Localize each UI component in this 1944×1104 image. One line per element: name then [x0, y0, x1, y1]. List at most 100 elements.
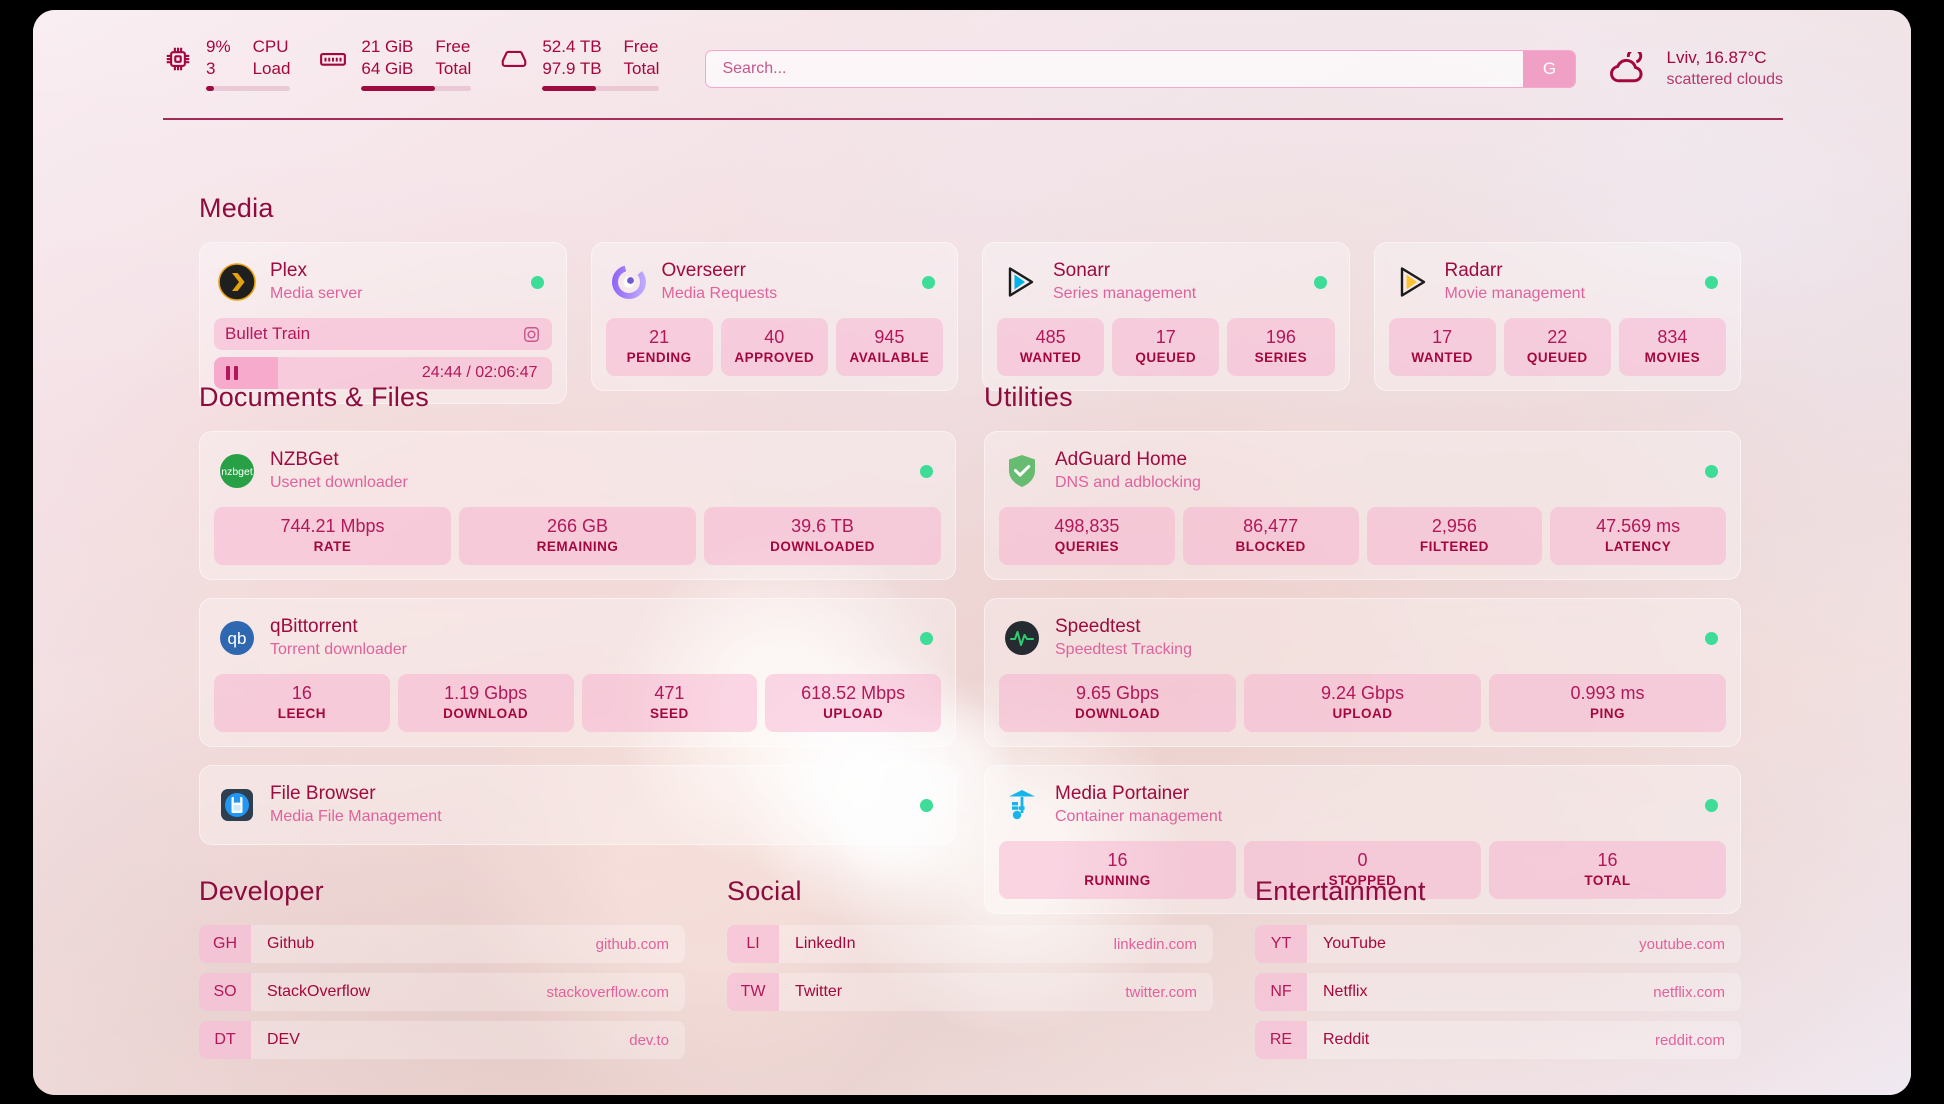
disk-label-top: Free	[623, 37, 659, 56]
search-engine-button[interactable]: G	[1523, 50, 1576, 87]
app-name: Radarr	[1444, 260, 1503, 281]
app-subtitle: Container management	[1055, 808, 1223, 825]
app-card-radarr[interactable]: Radarr Movie management 17 WANTED 22 QUE…	[1373, 242, 1741, 391]
app-subtitle: Series management	[1053, 285, 1197, 302]
stat-item: 2,956 FILTERED	[1366, 507, 1543, 565]
sonarr-icon	[1001, 263, 1039, 301]
app-card-sonarr[interactable]: Sonarr Series management 485 WANTED 17 Q…	[982, 242, 1350, 391]
app-card-adguard-home[interactable]: AdGuard Home DNS and adblocking 498,835 …	[984, 431, 1741, 580]
link-item-stackoverflow[interactable]: SO StackOverflow stackoverflow.com	[199, 973, 685, 1011]
now-playing-progress[interactable]: 24:44 / 02:06:47	[214, 357, 552, 389]
ram-icon	[318, 44, 348, 74]
stat-label: SERIES	[1254, 350, 1308, 365]
link-url: youtube.com	[1639, 935, 1725, 953]
stat-item: 16 TOTAL	[1489, 841, 1726, 899]
app-card-speedtest[interactable]: Speedtest Speedtest Tracking 9.65 Gbps D…	[984, 598, 1741, 747]
stat-item: 744.21 Mbps RATE	[214, 507, 451, 565]
dashboard-window: 9% CPU 3 Load	[33, 10, 1911, 1095]
link-item-dev[interactable]: DT DEV dev.to	[199, 1021, 685, 1059]
mid-sections: Documents & Files nzbget NZBGet Usenet d	[199, 382, 1741, 932]
app-name: Plex	[270, 260, 307, 281]
stat-item: 0.993 ms PING	[1489, 674, 1726, 732]
now-playing-separator: /	[466, 364, 471, 381]
app-name: File Browser	[270, 783, 376, 804]
status-indicator-online	[922, 275, 935, 289]
link-item-youtube[interactable]: YT YouTube youtube.com	[1255, 925, 1741, 963]
stat-item: 0 STOPPED	[1244, 841, 1481, 899]
app-name: Speedtest	[1055, 616, 1141, 637]
app-name: Sonarr	[1053, 260, 1111, 281]
stat-label: SEED	[649, 706, 689, 721]
app-card-plex[interactable]: Plex Media server Bullet Train	[199, 242, 567, 404]
link-item-linkedin[interactable]: LI LinkedIn linkedin.com	[727, 925, 1213, 963]
stat-value: 1.19 Gbps	[444, 683, 528, 703]
ram-value-top: 21 GiB	[361, 37, 414, 56]
link-item-twitter[interactable]: TW Twitter twitter.com	[727, 973, 1213, 1011]
svg-text:qb: qb	[228, 629, 247, 648]
stat-label: PENDING	[626, 350, 692, 365]
stat-value: 266 GB	[546, 516, 609, 536]
stat-label: REMAINING	[536, 539, 619, 554]
stat-value: 945	[874, 327, 905, 347]
media-card-row: Plex Media server Bullet Train	[199, 242, 1741, 404]
app-name: NZBGet	[270, 449, 339, 470]
stat-value: 16	[291, 683, 312, 703]
app-card-overseerr[interactable]: Overseerr Media Requests 21 PENDING 40 A…	[590, 242, 958, 391]
section-title-media: Media	[199, 193, 274, 223]
app-card-qbittorrent[interactable]: qb qBittorrent Torrent downloader 16 LEE…	[199, 598, 956, 747]
ram-label-bottom: Total	[435, 59, 472, 78]
stat-row: 16 LEECH 1.19 Gbps DOWNLOAD 471 SEED 6	[214, 674, 941, 732]
ram-label-top: Free	[435, 37, 471, 56]
link-name: Netflix	[1323, 983, 1368, 1000]
now-playing-title-row[interactable]: Bullet Train	[214, 318, 552, 350]
stat-row: 9.65 Gbps DOWNLOAD 9.24 Gbps UPLOAD 0.99…	[999, 674, 1726, 732]
link-url: stackoverflow.com	[546, 983, 669, 1001]
stat-value: 16	[1107, 850, 1128, 870]
stat-item: 471 SEED	[581, 674, 758, 732]
search-input[interactable]	[706, 50, 1524, 87]
link-item-reddit[interactable]: RE Reddit reddit.com	[1255, 1021, 1741, 1059]
weather-widget: Lviv, 16.87°C scattered clouds	[1606, 47, 1783, 91]
stat-item: 834 MOVIES	[1618, 318, 1727, 376]
link-abbr: LI	[727, 925, 779, 963]
stat-item: 9.24 Gbps UPLOAD	[1244, 674, 1481, 732]
stat-label: RATE	[313, 539, 352, 554]
link-name: Twitter	[795, 983, 843, 1000]
search-bar[interactable]: G	[705, 49, 1577, 88]
stat-value: 39.6 TB	[791, 516, 854, 536]
link-name: DEV	[267, 1031, 300, 1048]
pause-icon[interactable]	[226, 366, 238, 380]
section-title-developer: Developer	[199, 876, 324, 906]
stat-value: 485	[1035, 327, 1066, 347]
stat-value: 21	[649, 327, 670, 347]
stat-item: 618.52 Mbps UPLOAD	[765, 674, 941, 732]
stat-row: 17 WANTED 22 QUEUED 834 MOVIES	[1388, 318, 1727, 376]
stat-label: WANTED	[1411, 350, 1473, 365]
now-playing-progress-fill	[214, 357, 279, 389]
stat-label: TOTAL	[1584, 873, 1631, 888]
section-title-documents: Documents & Files	[199, 382, 429, 412]
cast-icon[interactable]	[522, 325, 541, 344]
cpu-value-top: 9%	[206, 37, 231, 56]
stat-item: 17 QUEUED	[1112, 318, 1220, 376]
link-item-github[interactable]: GH Github github.com	[199, 925, 685, 963]
disk-usage-fill	[542, 86, 597, 91]
link-abbr: YT	[1255, 925, 1307, 963]
link-item-netflix[interactable]: NF Netflix netflix.com	[1255, 973, 1741, 1011]
stat-item: 21 PENDING	[605, 318, 713, 376]
app-card-nzbget[interactable]: nzbget NZBGet Usenet downloader 744.21 M…	[199, 431, 956, 580]
adguard-shield-icon	[1003, 452, 1041, 490]
app-name: qBittorrent	[270, 616, 358, 637]
header-divider	[163, 118, 1783, 120]
link-name: Github	[267, 935, 315, 952]
app-card-file-browser[interactable]: File Browser Media File Management	[199, 765, 956, 845]
app-name: AdGuard Home	[1055, 449, 1188, 470]
stat-value: 2,956	[1431, 516, 1477, 536]
nzbget-icon: nzbget	[218, 452, 256, 490]
utilities-section: Utilities AdGuard Home DNS and adblocki	[984, 382, 1741, 932]
app-card-media-portainer[interactable]: Media Portainer Container management 16 …	[984, 765, 1741, 914]
now-playing-duration: 02:06:47	[475, 364, 538, 381]
cpu-label-top: CPU	[252, 37, 289, 56]
stat-label: AVAILABLE	[849, 350, 930, 365]
now-playing-title: Bullet Train	[225, 324, 311, 343]
